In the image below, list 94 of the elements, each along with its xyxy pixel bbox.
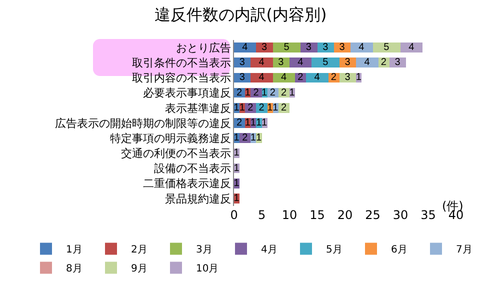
y-tick-label: 取引条件の不当表示 (132, 56, 231, 70)
legend-label: 7月 (456, 244, 472, 256)
data-label: 4 (242, 42, 248, 54)
data-label: 2 (253, 87, 260, 98)
bar (250, 58, 273, 68)
bar (372, 42, 400, 52)
bar (356, 58, 378, 68)
y-tick-label: 広告表示の開始時期の制限等の違反 (54, 116, 231, 130)
x-tick-label: 20 (337, 208, 353, 222)
data-label: 5 (284, 42, 290, 54)
bar (312, 58, 340, 68)
legend-label: 6月 (391, 244, 408, 256)
data-label: 4 (364, 57, 370, 68)
data-label: 3 (239, 72, 246, 84)
data-label: 4 (258, 57, 265, 68)
data-label: 3 (394, 57, 401, 68)
data-label: 1 (262, 118, 268, 128)
y-tick-label: 表示基準違反 (164, 102, 231, 115)
y-tick-label: 特定事項の明示義務違反 (110, 132, 231, 145)
data-label: 2 (236, 87, 243, 98)
bar (400, 42, 423, 52)
bar (300, 42, 318, 52)
data-label: 1 (234, 162, 240, 174)
data-label: 3 (239, 57, 246, 68)
bar (234, 42, 256, 52)
data-label: 1 (250, 118, 256, 128)
data-label: 4 (298, 57, 304, 68)
legend-label: 9月 (131, 264, 148, 275)
data-label: 1 (262, 87, 268, 98)
x-tick-label: 35 (420, 208, 436, 222)
legend-label: 2月 (131, 244, 148, 256)
legend-label: 3月 (196, 244, 212, 256)
data-label: 3 (344, 57, 351, 68)
data-label: 3 (339, 42, 346, 54)
data-label: 4 (358, 42, 365, 54)
data-label: 1 (244, 118, 251, 128)
data-label: 5 (322, 57, 329, 68)
data-label: 1 (267, 102, 274, 114)
x-tick-label: 25 (365, 208, 380, 222)
chart-title: 違反件数の内訳(内容別) (154, 5, 327, 24)
y-tick-label: 交通の利便の不当表示 (120, 147, 231, 160)
y-tick-label: 景品規約違反 (164, 192, 231, 206)
y-tick-label: 取引内容の不当表示 (132, 72, 231, 85)
legend-label: 10月 (196, 264, 219, 275)
data-label: 1 (256, 132, 262, 144)
data-label: 2 (248, 102, 254, 114)
bar (256, 42, 273, 52)
data-label: 4 (314, 72, 320, 84)
legend-label: 5月 (326, 244, 342, 256)
bar (290, 58, 312, 68)
legend-label: 4月 (261, 244, 278, 256)
data-label: 2 (242, 132, 248, 144)
data-label: 2 (330, 72, 337, 84)
data-label: 4 (280, 72, 287, 84)
data-label: 1 (356, 72, 362, 84)
x-tick-label: 10 (282, 208, 298, 222)
data-label: 1 (234, 178, 240, 189)
data-label: 3 (344, 72, 351, 84)
data-label: 1 (244, 87, 251, 98)
data-label: 5 (384, 42, 390, 54)
x-tick-label: 30 (392, 208, 408, 222)
data-label: 3 (306, 42, 312, 54)
data-label: 4 (408, 42, 415, 54)
data-label: 3 (278, 57, 284, 68)
data-label: 2 (270, 87, 276, 98)
data-label: 1 (234, 192, 240, 204)
y-tick-label: おとり広告 (176, 41, 231, 54)
legend-label: 8月 (66, 264, 82, 275)
data-label: 2 (236, 118, 243, 128)
data-label: 1 (272, 102, 279, 114)
data-label: 1 (234, 148, 240, 159)
data-label: 2 (298, 72, 304, 84)
data-label: 1 (256, 118, 262, 128)
data-label: 2 (280, 102, 287, 114)
data-label: 4 (258, 72, 265, 84)
data-label: 1 (289, 87, 296, 98)
data-label: 1 (250, 132, 256, 144)
data-label: 3 (262, 42, 268, 54)
data-label: 1 (239, 102, 246, 114)
legend-label: 1月 (66, 244, 82, 256)
y-tick-label: 必要表示事項違反 (142, 86, 231, 100)
x-tick-label: 5 (258, 208, 266, 222)
y-tick-label: 設備の不当表示 (154, 162, 231, 176)
bar (350, 42, 373, 52)
data-label: 2 (258, 102, 265, 114)
x-tick-label: 0 (230, 208, 238, 222)
bar (272, 42, 301, 52)
x-tick-label: 15 (310, 208, 325, 222)
data-label: 1 (234, 132, 240, 144)
data-label: 3 (322, 42, 329, 54)
y-tick-label: 二重価格表示違反 (142, 177, 231, 190)
data-label: 2 (280, 87, 287, 98)
data-label: 1 (234, 102, 240, 114)
data-label: 2 (380, 57, 387, 68)
